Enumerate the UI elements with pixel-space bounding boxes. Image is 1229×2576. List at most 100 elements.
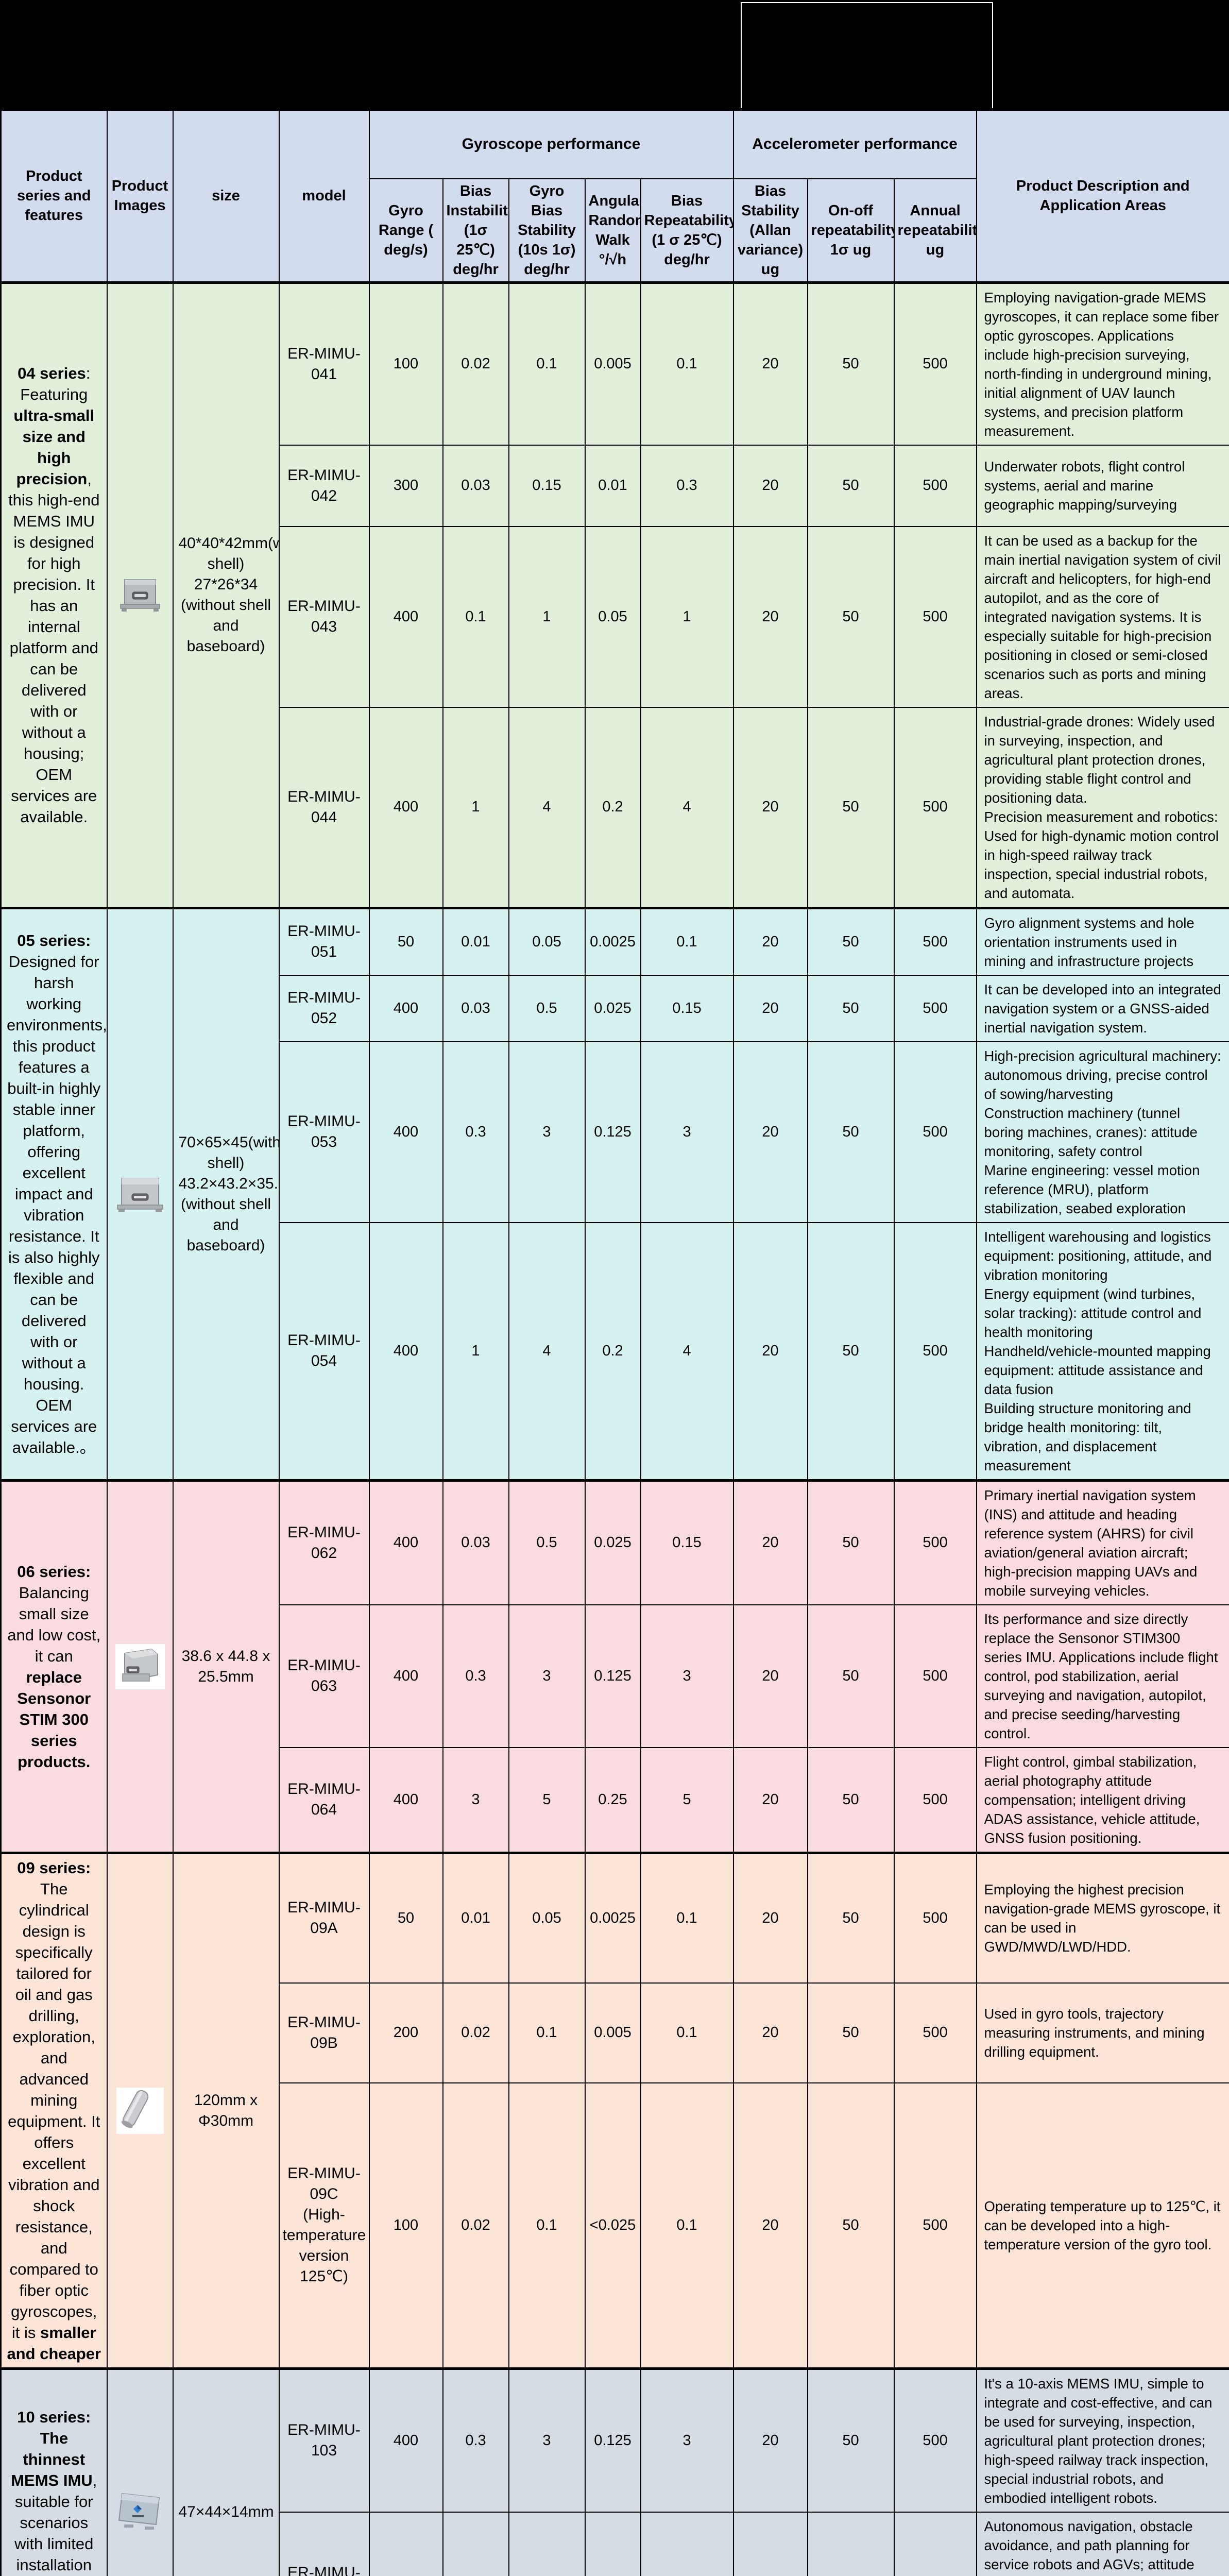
description-cell: It can be used as a backup for the main … bbox=[977, 527, 1229, 707]
model-cell: ER-MIMU-09A bbox=[279, 1853, 369, 1983]
arw-cell: 0.2 bbox=[585, 707, 641, 908]
allan-cell: 20 bbox=[733, 1853, 808, 1983]
annual-cell: 500 bbox=[894, 1853, 977, 1983]
model-cell: ER-MIMU-062 bbox=[279, 1480, 369, 1605]
onoff-cell: 50 bbox=[808, 975, 894, 1042]
description-cell: Employing the highest precision navigati… bbox=[977, 1853, 1229, 1983]
gyro-range-cell: 400 bbox=[369, 1042, 443, 1223]
allan-cell: 20 bbox=[733, 1480, 808, 1605]
header-onoff-repeatability: On-off repeatability 1σ ug bbox=[808, 179, 894, 283]
annual-cell: 500 bbox=[894, 2512, 977, 2576]
onoff-cell: 50 bbox=[808, 707, 894, 908]
gyro-bias-stability-cell: 0.1 bbox=[509, 2083, 585, 2368]
description-cell: Industrial-grade drones: Widely used in … bbox=[977, 707, 1229, 908]
series-10-image-cell bbox=[107, 2368, 173, 2576]
gyro-bias-stability-cell: 4 bbox=[509, 707, 585, 908]
description-cell: It's a 10-axis MEMS IMU, simple to integ… bbox=[977, 2368, 1229, 2512]
series-09-image-cell bbox=[107, 1853, 173, 2368]
gyro-bias-stability-cell: 3 bbox=[509, 1605, 585, 1748]
bias-repeatability-cell: 0.1 bbox=[641, 282, 733, 445]
header-model: model bbox=[279, 110, 369, 283]
series-05-image-cell bbox=[107, 908, 173, 1480]
onoff-cell: 50 bbox=[808, 1605, 894, 1748]
allan-cell: 20 bbox=[733, 707, 808, 908]
header-bias-instability: Bias Instability (1σ 25℃) deg/hr bbox=[443, 179, 509, 283]
bias-instability-cell: 3 bbox=[443, 2512, 509, 2576]
header-product-images: Product Images bbox=[107, 110, 173, 283]
bias-repeatability-cell: 0.15 bbox=[641, 1480, 733, 1605]
series-06-image-cell bbox=[107, 1480, 173, 1853]
onoff-cell: 50 bbox=[808, 445, 894, 527]
header-gyro-bias-stability: Gyro Bias Stability (10s 1σ) deg/hr bbox=[509, 179, 585, 283]
description-cell: Gyro alignment systems and hole orientat… bbox=[977, 908, 1229, 975]
series-05-features: 05 series: Designed for harsh working en… bbox=[1, 908, 107, 1480]
product-image-05 bbox=[113, 1174, 167, 1214]
bias-repeatability-cell: 3 bbox=[641, 1042, 733, 1223]
series-04-image-cell bbox=[107, 282, 173, 908]
gyro-bias-stability-cell: 4 bbox=[509, 1223, 585, 1481]
allan-cell: 20 bbox=[733, 1983, 808, 2083]
onoff-cell: 50 bbox=[808, 2083, 894, 2368]
header-group-gyroscope: Gyroscope performance bbox=[369, 110, 733, 179]
gyro-bias-stability-cell: 0.1 bbox=[509, 282, 585, 445]
header-angular-random-walk: Angular Random Walk °/√h bbox=[585, 179, 641, 283]
header-group-accelerometer: Accelerometer performance bbox=[733, 110, 977, 179]
bias-instability-cell: 0.3 bbox=[443, 1042, 509, 1223]
annual-cell: 500 bbox=[894, 1042, 977, 1223]
gyro-bias-stability-cell: 3 bbox=[509, 2368, 585, 2512]
model-cell: ER-MIMU-041 bbox=[279, 282, 369, 445]
arw-cell: 0.2 bbox=[585, 1223, 641, 1481]
onoff-cell: 50 bbox=[808, 2512, 894, 2576]
bias-repeatability-cell: 4 bbox=[641, 707, 733, 908]
bias-repeatability-cell: 0.1 bbox=[641, 2083, 733, 2368]
annual-cell: 500 bbox=[894, 1748, 977, 1853]
gyro-range-cell: 400 bbox=[369, 707, 443, 908]
series-06-size: 38.6 x 44.8 x 25.5mm bbox=[173, 1480, 279, 1853]
bias-repeatability-cell: 0.1 bbox=[641, 1983, 733, 2083]
gyro-range-cell: 100 bbox=[369, 282, 443, 445]
allan-cell: 20 bbox=[733, 1605, 808, 1748]
gyro-bias-stability-cell: 0.5 bbox=[509, 975, 585, 1042]
annual-cell: 500 bbox=[894, 2368, 977, 2512]
description-cell: High-precision agricultural machinery: a… bbox=[977, 1042, 1229, 1223]
description-cell: Underwater robots, flight control system… bbox=[977, 445, 1229, 527]
model-cell: ER-MIMU-054 bbox=[279, 1223, 369, 1481]
annual-cell: 500 bbox=[894, 1480, 977, 1605]
bias-instability-cell: 1 bbox=[443, 1223, 509, 1481]
description-cell: Intelligent warehousing and logistics eq… bbox=[977, 1223, 1229, 1481]
gyro-range-cell: 400 bbox=[369, 975, 443, 1042]
gyro-bias-stability-cell: 0.15 bbox=[509, 445, 585, 527]
gyro-bias-stability-cell: 0.05 bbox=[509, 908, 585, 975]
onoff-cell: 50 bbox=[808, 2368, 894, 2512]
onoff-cell: 50 bbox=[808, 1223, 894, 1481]
bias-repeatability-cell: 0.3 bbox=[641, 445, 733, 527]
series-10-features: 10 series: The thinnest MEMS IMU, suitab… bbox=[1, 2368, 107, 2576]
arw-cell: 0.005 bbox=[585, 282, 641, 445]
bias-repeatability-cell: 1 bbox=[641, 527, 733, 707]
series-04-features: 04 series: Featuring ultra-small size an… bbox=[1, 282, 107, 908]
allan-cell: 20 bbox=[733, 2368, 808, 2512]
header-size: size bbox=[173, 110, 279, 283]
annual-cell: 500 bbox=[894, 527, 977, 707]
onoff-cell: 50 bbox=[808, 1042, 894, 1223]
bias-repeatability-cell: 3 bbox=[641, 2368, 733, 2512]
arw-cell: 0.25 bbox=[585, 2512, 641, 2576]
allan-cell: 20 bbox=[733, 1042, 808, 1223]
bias-instability-cell: 0.01 bbox=[443, 1853, 509, 1983]
arw-cell: 0.05 bbox=[585, 527, 641, 707]
product-image-10 bbox=[112, 2486, 168, 2538]
model-cell: ER-MIMU-044 bbox=[279, 707, 369, 908]
model-cell: ER-MIMU-063 bbox=[279, 1605, 369, 1748]
product-spec-table: Product series and features Product Imag… bbox=[0, 109, 1229, 2576]
model-cell: ER-MIMU-09B bbox=[279, 1983, 369, 2083]
allan-cell: 20 bbox=[733, 1223, 808, 1481]
gyro-range-cell: 50 bbox=[369, 908, 443, 975]
gyro-bias-stability-cell: 0.05 bbox=[509, 1853, 585, 1983]
product-image-04 bbox=[115, 574, 165, 616]
bias-instability-cell: 0.1 bbox=[443, 527, 509, 707]
arw-cell: 0.125 bbox=[585, 2368, 641, 2512]
arw-cell: 0.0025 bbox=[585, 1853, 641, 1983]
allan-cell: 20 bbox=[733, 527, 808, 707]
allan-cell: 20 bbox=[733, 975, 808, 1042]
header-gyro-range: Gyro Range ( deg/s) bbox=[369, 179, 443, 283]
